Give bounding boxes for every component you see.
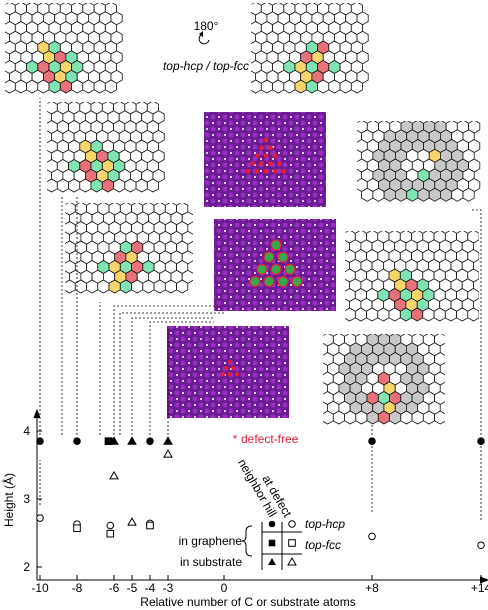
data-point [163,436,173,445]
legend: at defect neighbor hill in graphene in s… [179,456,345,570]
x-axis-ticks: -10 -8 -6 -5 -4 -3 0 +8 +14 [31,575,488,595]
legend-top-hcp: top-hcp [305,517,345,531]
x-tick-label: 0 [221,581,228,595]
x-tick-label: -8 [72,581,83,595]
lattice-thumbnail-top-left [3,1,125,98]
legend-brace [241,525,253,557]
x-tick-label: -5 [127,581,138,595]
x-tick-label: +8 [365,581,379,595]
data-point [36,437,44,446]
data-point [477,437,485,446]
y-tick-label: 4 [23,424,30,438]
y-axis-ticks: 2 3 4 [23,424,42,574]
legend-top-fcc: top-fcc [305,538,341,552]
defect-free-asterisk-icon: * [233,432,238,446]
data-point [73,437,81,446]
data-point [146,521,154,530]
x-tick-label: -3 [163,581,174,595]
legend-mark-neighbor-fcc [268,539,276,547]
data-point [73,524,81,533]
legend-row-graphene: in graphene [179,534,243,548]
connector-lines [39,98,482,520]
stm-image-small-cluster [167,326,289,418]
lattice-thumbnail-right-colored [343,229,481,326]
lattice-thumbnail-minus-8 [45,100,167,197]
lattice-thumbnail-right-gray-1 [355,119,483,209]
data-point [104,437,113,445]
data-point [368,437,376,446]
data-point [146,437,154,446]
data-point [106,529,115,538]
y-tick-label: 2 [23,560,30,574]
data-markers [36,436,485,550]
legend-row-substrate: in substrate [180,555,242,569]
defect-free-label: defect-free [241,432,299,446]
legend-mark-defect-hcp [288,520,296,528]
legend-mark-neighbor-hcp [268,520,276,528]
data-point [163,449,173,458]
y-tick-label: 3 [23,492,30,506]
data-point [36,514,44,522]
data-point [368,532,376,541]
x-tick-label: +14 [471,581,488,595]
data-point [127,517,137,526]
lattice-thumbnail-top-right [249,1,371,98]
x-tick-label: -10 [31,581,49,595]
lattice-thumbnail-minus-6 [63,201,195,303]
data-point [106,521,115,530]
stm-image-red-triangle [204,112,326,207]
x-axis-label: Relative number of C or substrate atoms [140,595,355,609]
y-axis-label: Height (Å) [1,473,16,527]
rotation-angle: 180° [194,19,219,33]
legend-mark-defect-fcc [288,539,296,547]
lattice-thumbnail-right-gray-2 [321,332,447,427]
rotation-arrow-icon [198,31,210,45]
x-tick-label: -4 [145,581,156,595]
data-point [109,470,119,480]
rotation-caption: top-hcp / top-fcc [163,59,249,73]
legend-mark-neighbor-substrate [268,558,276,565]
data-point [477,541,485,550]
data-point [127,436,137,445]
stm-image-green-triangle [214,219,336,311]
x-tick-label: -6 [109,581,120,595]
legend-mark-defect-substrate [287,556,297,566]
